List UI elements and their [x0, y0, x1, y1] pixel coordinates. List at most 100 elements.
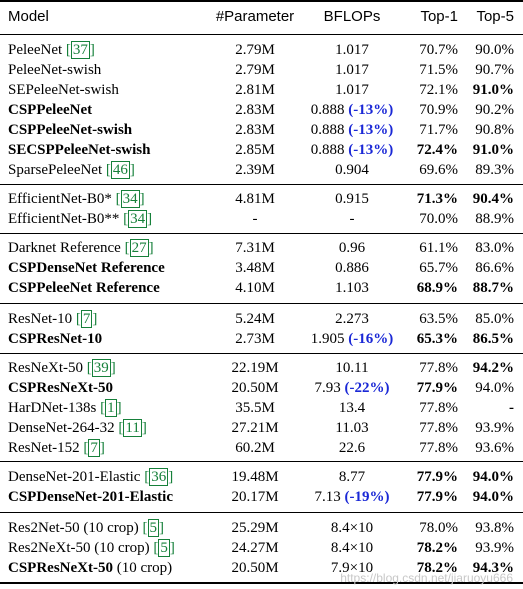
citation-ref[interactable]: [1]	[100, 399, 122, 417]
top5-cell: 93.9%	[475, 540, 514, 556]
top1-cell: 70.9%	[419, 102, 458, 118]
citation-number: 36	[149, 468, 169, 486]
citation-ref[interactable]: [11]	[118, 419, 147, 437]
params-cell: 5.24M	[235, 311, 275, 327]
top5-cell: 86.6%	[475, 260, 514, 276]
top1-cell: 63.5%	[419, 311, 458, 327]
bflops-cell: -	[300, 209, 404, 229]
model-name: ResNet-10	[8, 311, 76, 327]
bflops-value: 11.03	[335, 420, 369, 436]
model-cell: SECSPPeleeNet-swish	[8, 140, 151, 160]
bflops-delta: (-13%)	[348, 122, 394, 138]
params-cell: 35.5M	[235, 400, 275, 416]
model-name: CSPPeleeNet Reference	[8, 280, 160, 296]
params-cell: 2.83M	[235, 102, 275, 118]
citation-number: 39	[91, 359, 111, 377]
bflops-cell: 22.6	[300, 438, 404, 458]
bflops-delta: (-16%)	[348, 331, 394, 347]
bflops-cell: 10.11	[300, 358, 404, 378]
top1-cell: 71.7%	[419, 122, 458, 138]
params-cell: 22.19M	[231, 360, 279, 376]
top1-cell: 77.8%	[419, 360, 458, 376]
bflops-value: 0.886	[335, 260, 369, 276]
bflops-value: 0.904	[335, 162, 369, 178]
bflops-value: 7.13	[314, 489, 345, 505]
citation-ref[interactable]: [36]	[144, 468, 174, 486]
model-suffix: (10 crop)	[112, 560, 173, 576]
bflops-delta: (-22%)	[344, 380, 390, 396]
citation-ref[interactable]: [34]	[123, 210, 153, 228]
top5-cell: 94.0%	[475, 380, 514, 396]
citation-number: 11	[123, 419, 142, 437]
citation-number: 37	[70, 41, 90, 59]
citation-ref[interactable]: [7]	[83, 439, 105, 457]
bflops-value: 1.103	[335, 280, 369, 296]
params-cell: 24.27M	[231, 540, 279, 556]
top1-cell: 70.7%	[419, 42, 458, 58]
bflops-value: 1.017	[335, 42, 369, 58]
model-cell: ResNeXt-50 [39]	[8, 358, 116, 378]
header-top5: Top-5	[476, 8, 514, 25]
top1-cell: 72.1%	[419, 82, 458, 98]
top5-cell: 89.3%	[475, 162, 514, 178]
citation-ref[interactable]: [27]	[124, 239, 154, 257]
header-params: #Parameter	[215, 8, 295, 25]
bflops-delta: (-19%)	[344, 489, 390, 505]
params-cell: -	[252, 211, 258, 227]
bflops-value: 1.017	[335, 62, 369, 78]
bflops-cell: 0.904	[300, 160, 404, 180]
bflops-value: 1.905	[310, 331, 349, 347]
top1-cell: 69.6%	[419, 162, 458, 178]
params-cell: 25.29M	[231, 520, 279, 536]
citation-ref[interactable]: [34]	[115, 190, 145, 208]
citation-number: 7	[88, 439, 100, 457]
params-cell: 20.50M	[231, 380, 279, 396]
bflops-cell: 7.9×10	[300, 558, 404, 578]
top1-cell: 68.9%	[416, 280, 458, 296]
citation-ref[interactable]: [5]	[153, 539, 175, 557]
top1-cell: 77.8%	[419, 420, 458, 436]
citation-ref[interactable]: [7]	[75, 310, 98, 328]
header-bflops: BFLOPs	[323, 8, 381, 25]
bflops-value: 1.017	[335, 82, 369, 98]
model-name: DenseNet-201-Elastic	[8, 469, 145, 485]
bflops-value: 7.93	[314, 380, 345, 396]
citation-ref[interactable]: [39]	[86, 359, 116, 377]
model-name: HarDNet-138s	[8, 400, 101, 416]
top1-cell: 78.0%	[419, 520, 458, 536]
params-cell: 27.21M	[231, 420, 279, 436]
model-name: CSPResNet-10	[8, 331, 103, 347]
bflops-cell: 1.905 (-16%)	[300, 329, 404, 349]
bflops-delta: (-13%)	[348, 102, 394, 118]
model-cell: CSPDenseNet-201-Elastic	[8, 487, 173, 507]
citation-ref[interactable]: [46]	[105, 161, 135, 179]
citation-ref[interactable]: [5]	[142, 519, 165, 537]
params-cell: 19.48M	[231, 469, 279, 485]
model-cell: DenseNet-201-Elastic [36]	[8, 467, 173, 487]
citation-ref[interactable]: [37]	[65, 41, 95, 59]
table-rule	[0, 34, 523, 35]
bflops-cell: 1.017	[300, 80, 404, 100]
bflops-cell: 13.4	[300, 398, 404, 418]
params-cell: 20.17M	[231, 489, 279, 505]
bflops-cell: 11.03	[300, 418, 404, 438]
top5-cell: 93.9%	[475, 420, 514, 436]
model-cell: CSPPeleeNet	[8, 100, 92, 120]
top5-cell: 91.0%	[472, 142, 514, 158]
bflops-cell: 7.93 (-22%)	[300, 378, 404, 398]
bflops-cell: 2.273	[300, 309, 404, 329]
bflops-cell: 1.103	[300, 278, 404, 298]
bflops-cell: 7.13 (-19%)	[300, 487, 404, 507]
model-name: Darknet Reference	[8, 240, 125, 256]
bflops-cell: 0.886	[300, 258, 404, 278]
table-rule	[0, 303, 523, 304]
bflops-value: 7.9×10	[330, 560, 374, 576]
model-cell: EfficientNet-B0** [34]	[8, 209, 152, 229]
top5-cell: -	[509, 400, 514, 416]
bflops-cell: 0.96	[300, 238, 404, 258]
params-cell: 2.39M	[235, 162, 275, 178]
top1-cell: 65.3%	[416, 331, 458, 347]
params-cell: 20.50M	[231, 560, 279, 576]
top5-cell: 85.0%	[475, 311, 514, 327]
citation-number: 46	[110, 161, 130, 179]
